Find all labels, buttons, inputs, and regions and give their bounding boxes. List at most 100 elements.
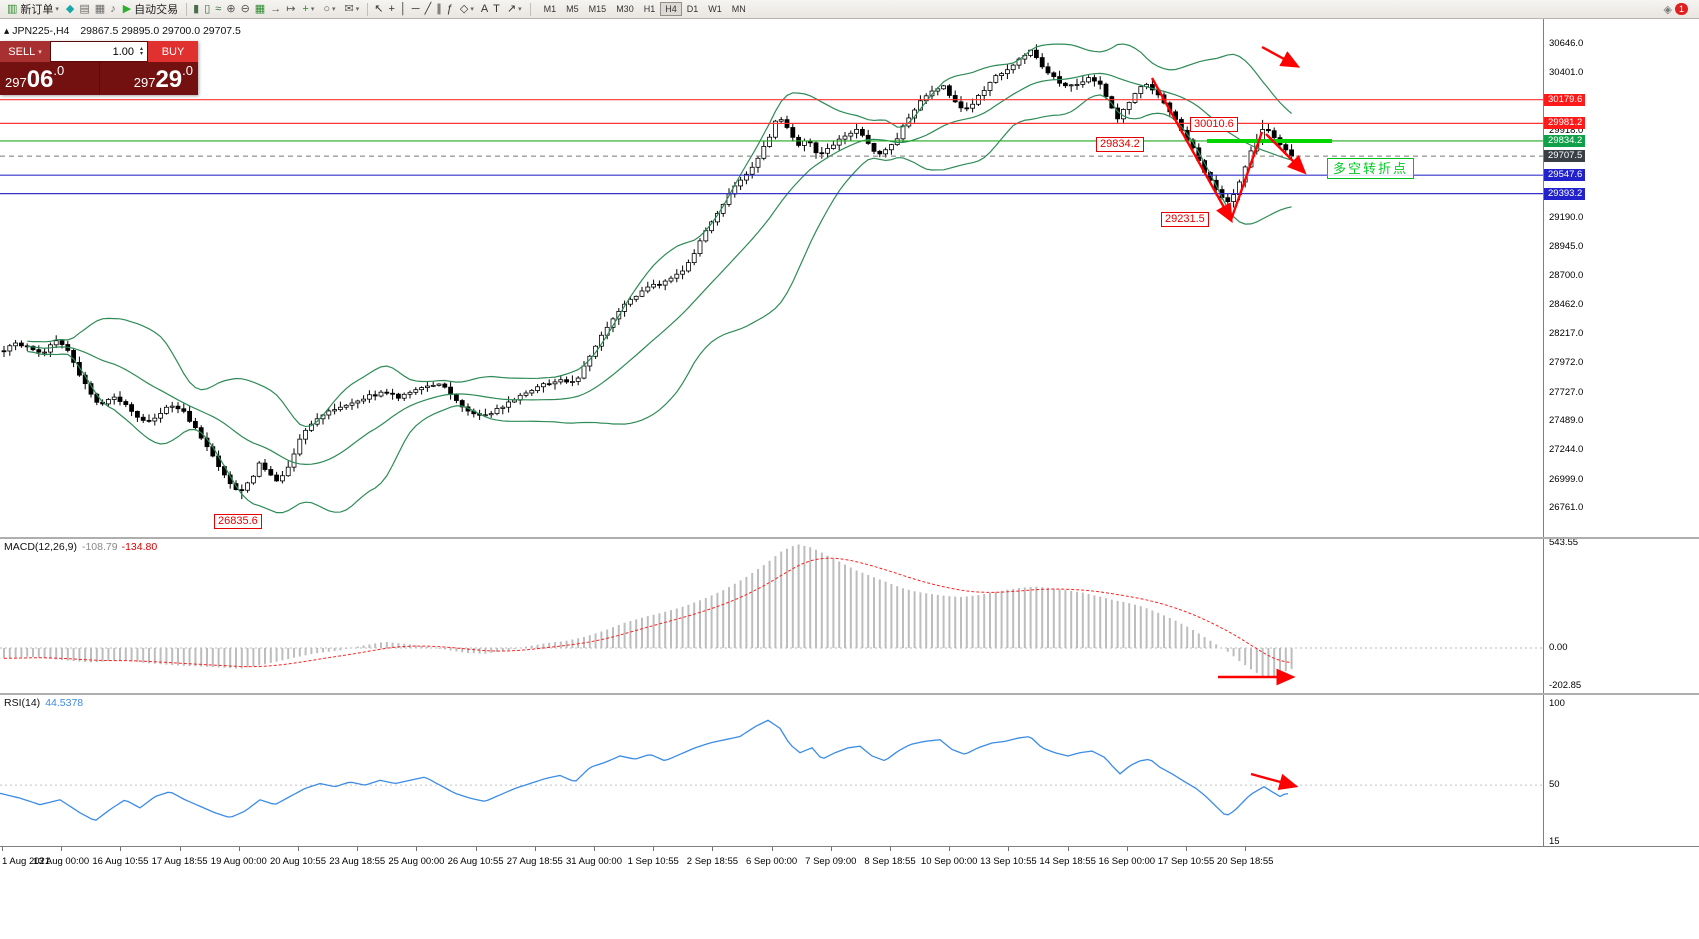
market-watch-glyph: ▦ <box>94 3 106 15</box>
bar-chart-icon[interactable]: ▮ <box>191 1 201 17</box>
spin-up-icon[interactable]: ▴ <box>139 45 143 52</box>
candle-body <box>123 401 129 405</box>
volume-spinner[interactable]: ▴ ▾ <box>136 45 147 57</box>
channel-icon[interactable]: ∥ <box>434 1 444 17</box>
horizontal-line-icon[interactable]: ─ <box>410 1 422 17</box>
new-order-button[interactable]: ▥ 新订单 ▾ <box>3 1 63 17</box>
timeframe-mn[interactable]: MN <box>731 4 746 14</box>
time-axis[interactable]: 1 Aug 2021 13 Aug 00:00 16 Aug 10:55 17 Aug… <box>0 846 1699 877</box>
text-label-icon[interactable]: T <box>491 1 502 17</box>
panel-splitter[interactable] <box>0 693 1699 695</box>
notification-badge[interactable]: 1 <box>1674 3 1688 15</box>
candle-body <box>546 383 552 386</box>
cursor-icon[interactable]: ↖ <box>372 1 385 17</box>
time-axis-label: 31 Aug 00:00 <box>566 856 622 867</box>
trendline-icon[interactable]: ╱ <box>423 1 434 17</box>
chevron-down-icon: ▾ <box>470 6 474 13</box>
candle-body <box>570 381 575 383</box>
candle-body <box>552 381 558 385</box>
candle-body <box>239 489 245 491</box>
candle-body <box>993 75 999 83</box>
buy-button[interactable]: BUY <box>148 41 198 62</box>
crosshair-icon[interactable]: + <box>386 1 396 17</box>
candle-body <box>651 283 656 288</box>
chart-annotation-label[interactable]: 29231.5 <box>1161 212 1209 227</box>
price-axis-tick: 28945.0 <box>1549 241 1584 253</box>
candle-body <box>883 149 888 155</box>
one-click-trading-panel: SELL ▾ 1.00 ▴ ▾ BUY 297 06.0 297 29.0 <box>0 41 198 95</box>
macd-panel-canvas[interactable] <box>0 539 1543 693</box>
profiles-icon[interactable]: ▤ <box>77 1 91 17</box>
templates-button[interactable]: ✉ ▾ <box>341 1 364 17</box>
sell-price[interactable]: 297 06.0 <box>0 62 100 95</box>
candle-body <box>900 125 906 140</box>
candle-body <box>1289 149 1294 157</box>
candle-body <box>889 144 894 151</box>
buy-price[interactable]: 297 29.0 <box>100 62 199 95</box>
chart-annotation-label[interactable]: 29834.2 <box>1096 137 1144 152</box>
one-click-collapse-icon[interactable]: ▴ <box>4 25 10 37</box>
candle-body <box>291 453 297 468</box>
auto-scroll-icon[interactable]: → <box>268 1 283 17</box>
quick-trade-icon[interactable]: ◈ <box>1663 3 1672 16</box>
candlestick-chart-icon[interactable]: ▯ <box>202 1 212 17</box>
periods-button[interactable]: ○ ▾ <box>319 1 339 17</box>
line-chart-icon[interactable]: ≈ <box>213 1 223 17</box>
autotrading-button[interactable]: ▶ 自动交易 <box>119 1 182 17</box>
volume-field[interactable]: 1.00 ▴ ▾ <box>50 41 148 62</box>
candle-body <box>1068 84 1074 87</box>
zoom-out-icon[interactable]: ⊖ <box>239 1 252 17</box>
candle-body <box>7 345 13 352</box>
vertical-line-icon[interactable]: │ <box>398 1 409 17</box>
chart-shift-icon[interactable]: ↦ <box>284 1 297 17</box>
timeframe-h1[interactable]: H1 <box>643 4 656 14</box>
timeframe-m1[interactable]: M1 <box>543 4 557 14</box>
timeframe-m5[interactable]: M5 <box>566 4 579 14</box>
price-axis-tick: 29190.0 <box>1549 211 1584 223</box>
candle-body <box>106 399 111 405</box>
time-axis-tick <box>1126 847 1128 851</box>
autotrading-button-label: 自动交易 <box>134 4 179 16</box>
volume-value[interactable]: 1.00 <box>112 45 134 58</box>
price-axis[interactable]: 30646.0 30401.0 29918.0 29190.0 28945.0 28700… <box>1543 19 1699 847</box>
sell-button[interactable]: SELL ▾ <box>0 41 50 62</box>
timeframe-h4[interactable]: H4 <box>660 2 682 16</box>
time-axis-tick <box>949 847 951 851</box>
tile-windows-icon[interactable]: ▦ <box>253 1 267 17</box>
chart-annotation-label[interactable]: 30010.6 <box>1190 117 1238 132</box>
tile-windows-glyph: ▦ <box>254 3 266 15</box>
indicators-button[interactable]: + ▾ <box>298 1 318 17</box>
chart-annotation-label[interactable]: 多空转折点 <box>1327 158 1415 179</box>
timeframe-d1[interactable]: D1 <box>686 4 699 14</box>
timeframe-m15[interactable]: M15 <box>588 4 607 14</box>
candle-body <box>361 398 367 402</box>
templates-glyph: ✉ <box>344 3 354 15</box>
shapes-button[interactable]: ◇ ▾ <box>456 1 478 17</box>
chevron-down-icon: ▾ <box>355 6 360 13</box>
candle-body <box>790 127 796 138</box>
arrows-button[interactable]: ↗ ▾ <box>503 1 526 17</box>
fibonacci-icon[interactable]: ƒ <box>445 1 455 17</box>
candle-body <box>1005 69 1010 75</box>
candle-body <box>262 462 268 470</box>
candle-body <box>355 400 361 404</box>
time-axis-tick <box>179 847 181 851</box>
spin-down-icon[interactable]: ▾ <box>139 50 143 57</box>
crosshair-glyph: + <box>388 3 395 15</box>
panel-splitter[interactable] <box>0 537 1699 539</box>
metaquotes-icon[interactable]: ◆ <box>64 1 76 17</box>
market-watch-icon[interactable]: ▦ <box>93 1 107 17</box>
candle-body <box>662 280 668 286</box>
zoom-in-icon[interactable]: ⊕ <box>224 1 237 17</box>
candle-body <box>1063 82 1068 87</box>
candle-body <box>738 179 743 187</box>
text-icon[interactable]: A <box>479 1 490 17</box>
chevron-down-icon: ▾ <box>38 48 42 56</box>
time-axis-label: 16 Aug 10:55 <box>92 856 149 867</box>
sound-icon[interactable]: ♪ <box>108 1 118 17</box>
main-chart-canvas[interactable] <box>0 19 1543 537</box>
timeframe-m30[interactable]: M30 <box>616 4 634 14</box>
timeframe-w1[interactable]: W1 <box>708 4 722 14</box>
rsi-panel-canvas[interactable] <box>0 695 1543 846</box>
chart-annotation-label[interactable]: 26835.6 <box>214 514 262 529</box>
